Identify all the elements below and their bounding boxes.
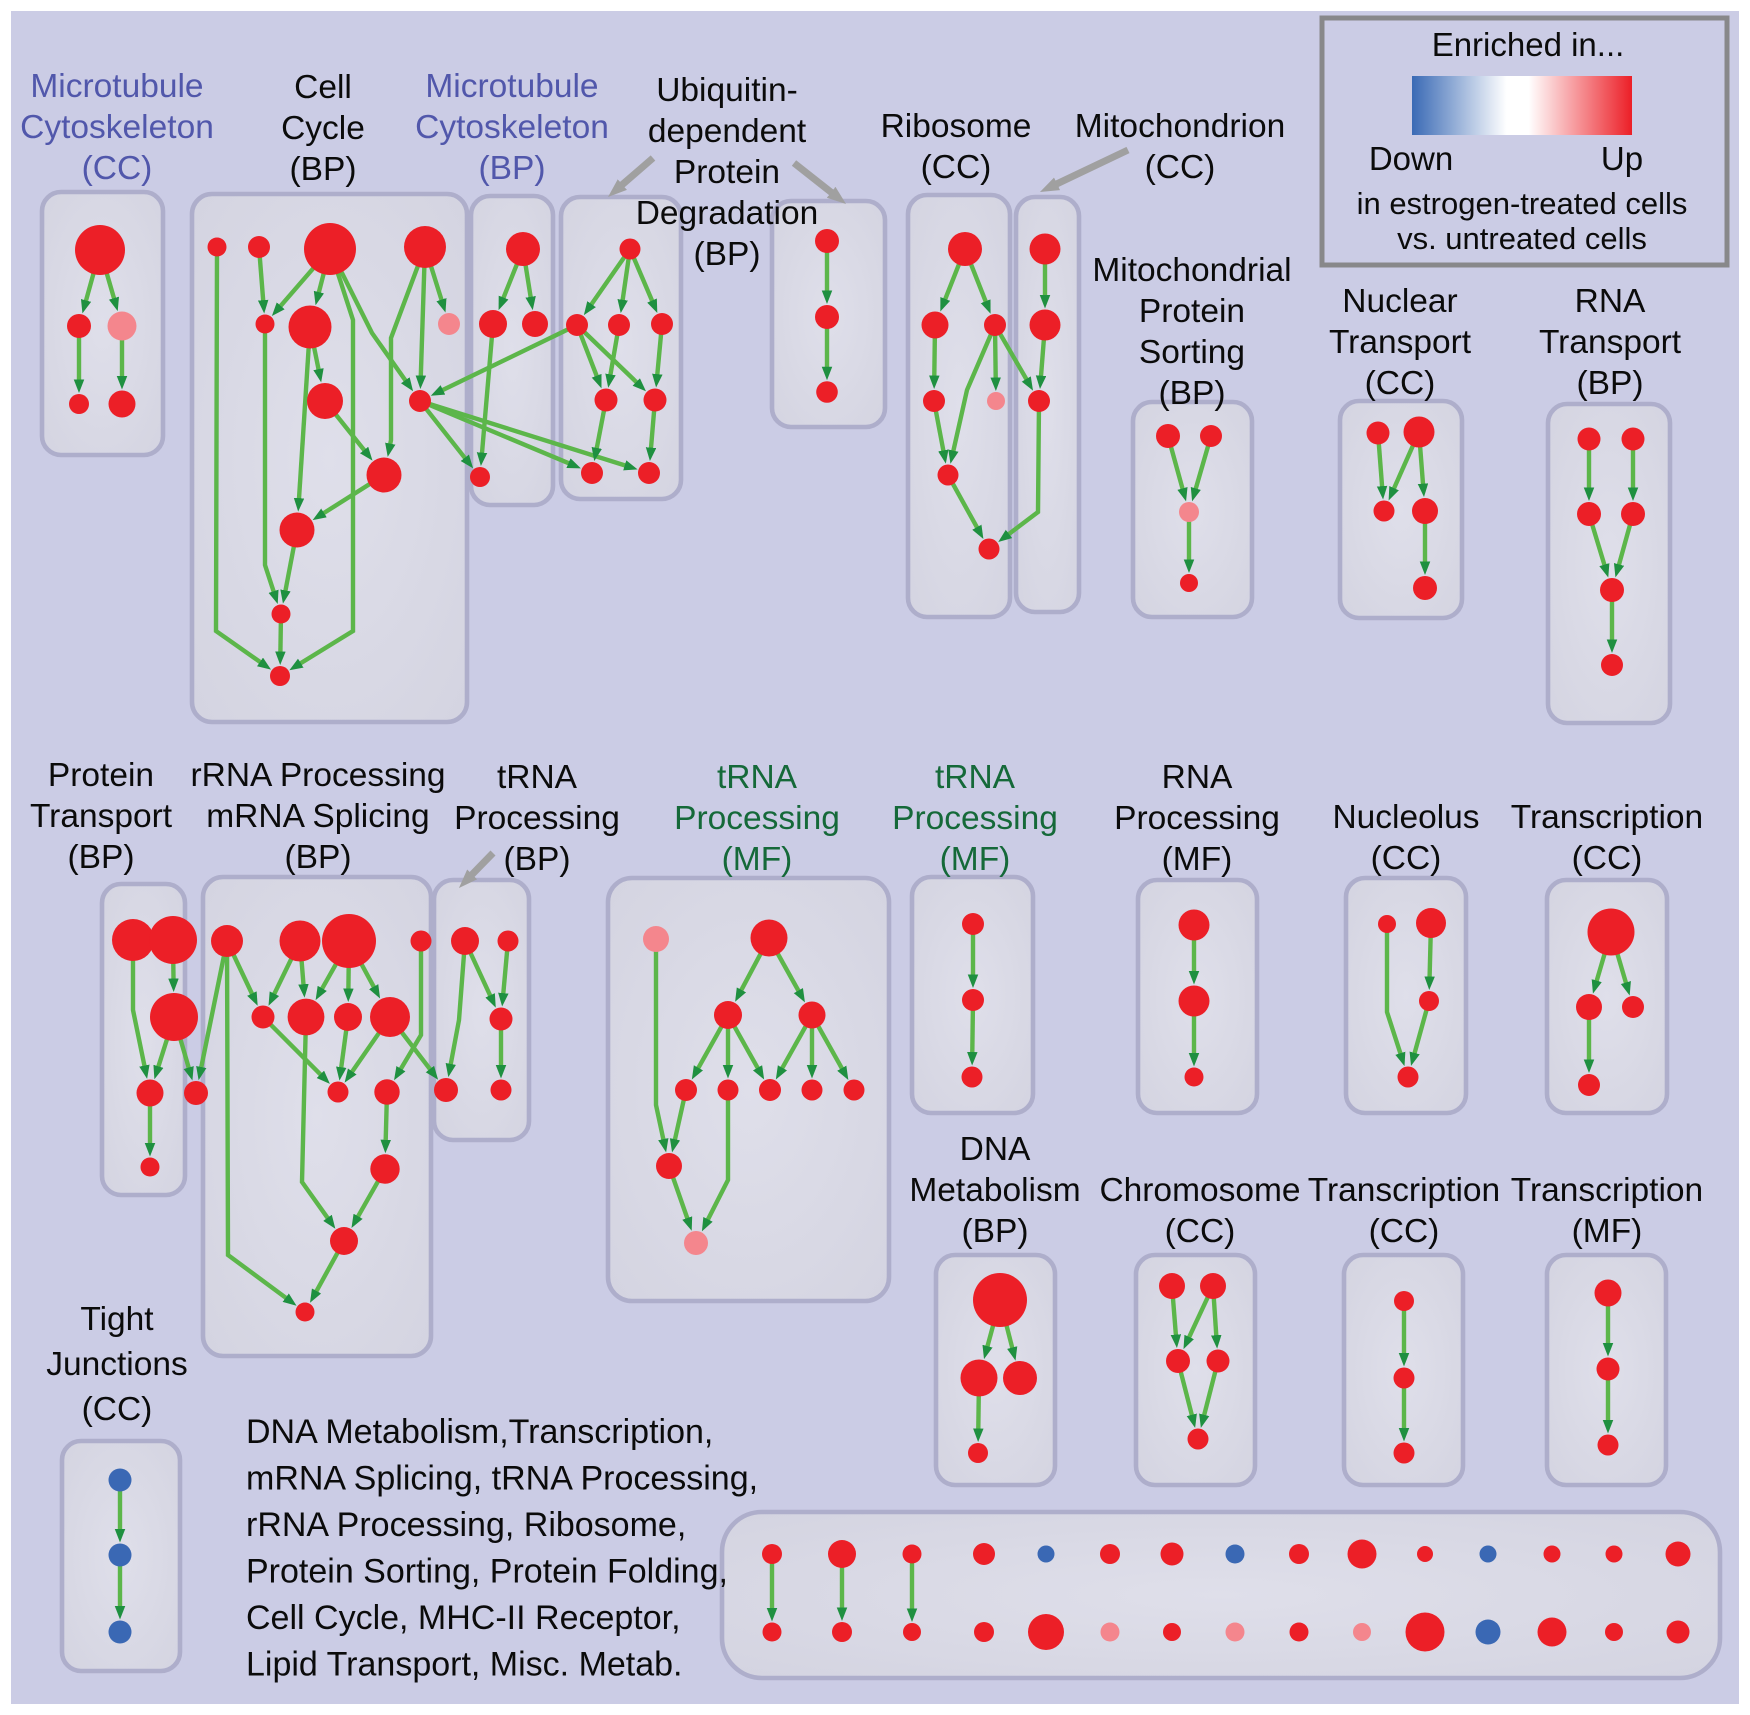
svg-text:Metabolism: Metabolism (909, 1172, 1080, 1209)
svg-text:(BP): (BP) (479, 150, 546, 187)
svg-text:Degradation: Degradation (636, 195, 819, 232)
svg-text:DNA: DNA (960, 1131, 1031, 1168)
svg-text:Microtubule: Microtubule (30, 68, 203, 105)
svg-text:Cell: Cell (294, 69, 352, 106)
svg-text:tRNA: tRNA (717, 759, 798, 796)
svg-text:Mitochondrial: Mitochondrial (1092, 252, 1291, 289)
svg-text:Transcription: Transcription (1308, 1172, 1500, 1209)
svg-text:Microtubule: Microtubule (425, 68, 598, 105)
svg-text:Ribosome: Ribosome (881, 108, 1032, 145)
svg-text:(CC): (CC) (1365, 365, 1436, 402)
svg-text:(CC): (CC) (1371, 840, 1442, 877)
svg-text:Processing: Processing (674, 800, 840, 837)
svg-text:rRNA Processing: rRNA Processing (190, 757, 445, 794)
svg-text:(MF): (MF) (940, 841, 1011, 878)
svg-text:(MF): (MF) (1162, 841, 1233, 878)
svg-text:in estrogen-treated cells: in estrogen-treated cells (1357, 186, 1688, 221)
svg-text:Cytoskeleton: Cytoskeleton (20, 109, 214, 146)
svg-text:mRNA Splicing, tRNA Processing: mRNA Splicing, tRNA Processing, (246, 1460, 758, 1498)
svg-text:Chromosome: Chromosome (1099, 1172, 1300, 1209)
svg-text:Processing: Processing (892, 800, 1058, 837)
svg-text:Up: Up (1601, 140, 1643, 177)
svg-text:tRNA: tRNA (497, 759, 578, 796)
svg-text:Cytoskeleton: Cytoskeleton (415, 109, 609, 146)
svg-text:(CC): (CC) (1572, 840, 1643, 877)
svg-text:Cell Cycle, MHC-II Receptor,: Cell Cycle, MHC-II Receptor, (246, 1599, 681, 1637)
svg-text:Nuclear: Nuclear (1342, 283, 1457, 320)
svg-text:Lipid Transport, Misc. Metab.: Lipid Transport, Misc. Metab. (246, 1646, 683, 1684)
svg-text:Transport: Transport (1539, 324, 1682, 361)
svg-text:Transcription: Transcription (1511, 799, 1703, 836)
svg-text:tRNA: tRNA (935, 759, 1016, 796)
svg-text:Cycle: Cycle (281, 110, 365, 147)
svg-text:(CC): (CC) (1165, 1213, 1236, 1250)
svg-text:vs. untreated cells: vs. untreated cells (1397, 221, 1647, 256)
svg-text:(BP): (BP) (1159, 375, 1226, 412)
svg-text:Transport: Transport (30, 798, 173, 835)
svg-text:(MF): (MF) (722, 841, 793, 878)
svg-text:(CC): (CC) (1145, 149, 1216, 186)
svg-text:(CC): (CC) (1369, 1213, 1440, 1250)
svg-text:(BP): (BP) (504, 841, 571, 878)
svg-text:mRNA Splicing: mRNA Splicing (206, 798, 429, 835)
svg-text:rRNA Processing, Ribosome,: rRNA Processing, Ribosome, (246, 1506, 686, 1544)
svg-text:Mitochondrion: Mitochondrion (1075, 108, 1285, 145)
svg-text:DNA Metabolism,Transcription,: DNA Metabolism,Transcription, (246, 1413, 713, 1451)
svg-text:Junctions: Junctions (46, 1346, 188, 1383)
svg-text:(BP): (BP) (1577, 365, 1644, 402)
svg-text:RNA: RNA (1575, 283, 1646, 320)
svg-text:Processing: Processing (454, 800, 620, 837)
svg-text:(BP): (BP) (290, 151, 357, 188)
svg-text:(BP): (BP) (285, 839, 352, 876)
svg-text:(BP): (BP) (962, 1213, 1029, 1250)
svg-text:Processing: Processing (1114, 800, 1280, 837)
svg-text:RNA: RNA (1162, 759, 1233, 796)
svg-text:(BP): (BP) (694, 236, 761, 273)
svg-text:Nucleolus: Nucleolus (1332, 799, 1479, 836)
svg-text:Protein: Protein (674, 154, 780, 191)
svg-text:(CC): (CC) (82, 1391, 153, 1428)
svg-text:Transcription: Transcription (1511, 1172, 1703, 1209)
svg-text:Sorting: Sorting (1139, 334, 1245, 371)
svg-text:(CC): (CC) (921, 149, 992, 186)
svg-text:dependent: dependent (648, 113, 807, 150)
svg-text:(BP): (BP) (68, 839, 135, 876)
svg-text:Protein: Protein (1139, 293, 1245, 330)
svg-text:(CC): (CC) (82, 150, 153, 187)
svg-text:Transport: Transport (1329, 324, 1472, 361)
svg-text:(MF): (MF) (1572, 1213, 1643, 1250)
svg-text:Enriched in...: Enriched in... (1432, 26, 1625, 63)
svg-text:Down: Down (1369, 140, 1453, 177)
svg-text:Ubiquitin-: Ubiquitin- (656, 72, 798, 109)
svg-text:Protein Sorting, Protein Foldi: Protein Sorting, Protein Folding, (246, 1553, 728, 1591)
svg-text:Tight: Tight (80, 1301, 154, 1338)
svg-text:Protein: Protein (48, 757, 154, 794)
